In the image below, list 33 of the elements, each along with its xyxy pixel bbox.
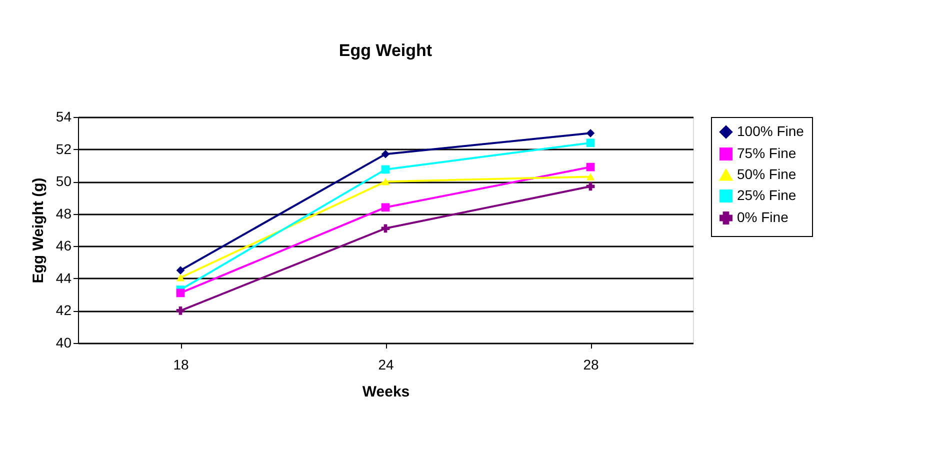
point [381,150,390,158]
legend-label: 50% Fine [737,166,796,182]
point [381,178,390,186]
y-tick-label: 50 [56,173,72,190]
point [381,165,390,174]
x-tick-label: 24 [378,356,394,372]
y-tick-label: 46 [56,238,72,254]
y-tick-label: 40 [56,334,72,350]
x-tick-label: 28 [583,356,599,372]
y-tick-label: 52 [56,140,72,157]
legend-label: 100% Fine [737,123,804,139]
y-tick-label: 48 [56,205,72,222]
legend-label: 25% Fine [737,187,796,203]
point [381,203,390,212]
point [176,274,185,282]
point [176,288,185,298]
y-tick-label: 54 [56,108,72,124]
legend-label: 75% Fine [737,145,796,161]
point [586,128,595,138]
point [176,266,185,275]
y-axis-title: Egg Weight (g) [30,178,47,284]
point [586,182,595,191]
x-tick-label: 18 [173,356,189,372]
point [176,306,185,315]
point [586,173,595,180]
chart-title: Egg Weight [338,41,432,60]
y-tick-label: 44 [56,270,72,286]
legend-label: 0% Fine [737,209,789,225]
point [586,138,595,148]
point [381,224,390,233]
y-tick-label: 42 [56,302,72,318]
point [586,162,595,172]
x-axis-title: Weeks [362,384,410,400]
